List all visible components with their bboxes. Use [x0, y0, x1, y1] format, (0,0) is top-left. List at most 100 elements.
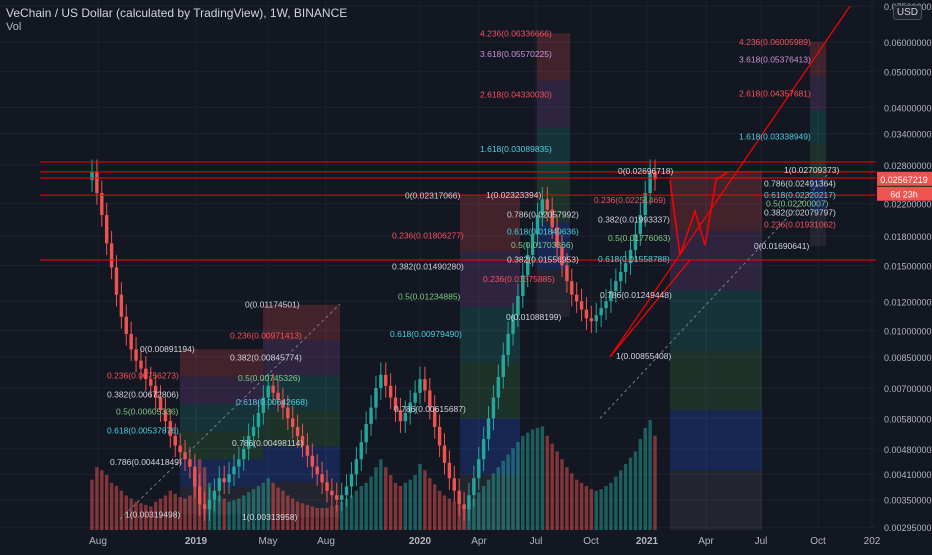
volume-bar: [178, 497, 182, 530]
fib-level-label: 0.786(0.01249448): [600, 290, 672, 300]
fib-band: [537, 127, 570, 176]
candle-body: [90, 171, 94, 181]
candle-body: [163, 410, 168, 422]
candle-body: [149, 379, 153, 386]
volume-bar: [437, 490, 442, 530]
fib-diagonal: [599, 171, 831, 419]
volume-bar: [369, 476, 373, 530]
fib-band: [263, 340, 340, 376]
y-tick-label: 0.01000000: [884, 327, 932, 337]
candle-body: [251, 426, 256, 436]
volume-bar: [217, 495, 222, 530]
candle-body: [609, 290, 613, 302]
volume-bar: [477, 492, 481, 530]
x-tick-label: Aug: [89, 536, 107, 547]
candle-body: [614, 281, 618, 291]
volume-bar: [158, 498, 163, 530]
volume-bar: [227, 501, 231, 530]
fib-level-label: 0.236(0.01375885): [483, 274, 555, 284]
volume-bar: [119, 490, 124, 530]
fib-level-label: 0.786(0.02491364): [764, 179, 836, 189]
volume-bar: [501, 460, 505, 530]
fib-band: [670, 410, 762, 471]
candle-body: [403, 412, 408, 422]
volume-bar: [589, 489, 594, 530]
fib-level-label: 0(0.01690641): [754, 241, 809, 251]
fib-level-label: 4.236(0.06005989): [739, 37, 811, 47]
candle-body: [281, 400, 285, 408]
volume-bar: [256, 486, 261, 530]
candle-body: [95, 171, 99, 194]
fib-level-label: 0.786(0.00615687): [394, 404, 466, 414]
volume-bar: [594, 490, 598, 530]
candle-body: [462, 504, 466, 510]
volume-bar: [648, 420, 652, 530]
x-tick-label: 2019: [185, 536, 208, 547]
fib-band: [180, 376, 263, 405]
volume-bar: [432, 484, 437, 530]
volume-bar: [408, 479, 412, 530]
candle-body: [374, 388, 378, 408]
candle-body: [589, 318, 594, 322]
volume-bar: [442, 495, 447, 530]
candle-body: [193, 466, 197, 487]
volume-bar: [188, 495, 192, 530]
volume-bar: [653, 435, 657, 530]
y-tick-label: 0.05000000: [884, 67, 932, 77]
volume-bar: [457, 504, 461, 530]
candle-body: [134, 349, 138, 361]
trend-line: [609, 5, 851, 358]
candle-body: [604, 301, 608, 309]
currency-badge[interactable]: USD: [892, 5, 922, 20]
fib-band: [810, 75, 826, 110]
x-tick-label: Apr: [698, 536, 714, 547]
candle-body: [178, 445, 182, 453]
fib-level-label: 0.382(0.00672806): [107, 389, 179, 399]
fib-band: [670, 470, 762, 530]
fib-level-label: 0.786(0.00441849): [110, 457, 182, 467]
candle-body: [286, 407, 290, 419]
candle-body: [413, 392, 417, 403]
volume-bar: [614, 476, 618, 530]
candle-body: [638, 215, 643, 235]
volume-bar: [168, 490, 173, 530]
fib-level-label: 3.618(0.05376413): [739, 55, 811, 65]
fib-level-label: 0.5(0.01234885): [398, 292, 461, 302]
fib-level-label: 1(0.00319498): [125, 509, 180, 519]
volume-bar: [628, 457, 633, 530]
volume-bar: [330, 506, 334, 530]
volume-bar: [555, 451, 559, 530]
candle-body: [530, 234, 535, 255]
candle-body: [100, 193, 104, 216]
volume-bar: [242, 495, 246, 530]
candle-body: [104, 215, 109, 244]
candle-body: [570, 281, 574, 295]
y-tick-label: 0.01500000: [884, 261, 932, 271]
y-tick-label: 0.00480000: [884, 445, 932, 455]
volume-bar: [100, 470, 104, 530]
volume-bar: [623, 464, 628, 530]
fib-band: [670, 230, 762, 291]
candle-body: [481, 439, 486, 460]
fib-level-label: 0.236(0.02251469): [594, 195, 666, 205]
volume-bar: [374, 467, 378, 530]
fib-level-label: 0.382(0.02079797): [764, 208, 836, 218]
y-tick-label: 0.00580000: [884, 414, 932, 424]
fib-level-label: 1(0.00313958): [242, 512, 297, 522]
volume-bar: [481, 486, 486, 530]
volume-bar: [305, 504, 310, 530]
volume-bar: [354, 490, 359, 530]
projection-path: [669, 171, 729, 256]
candle-body: [525, 254, 530, 276]
candle-body: [256, 412, 261, 427]
candle-body: [501, 354, 505, 377]
candle-body: [158, 397, 163, 411]
volume-bar: [144, 504, 148, 530]
candle-body: [521, 275, 525, 296]
candle-body: [437, 426, 442, 446]
candle-body: [349, 474, 354, 487]
volume-bar: [237, 498, 241, 530]
x-tick-label: Aug: [317, 536, 335, 547]
